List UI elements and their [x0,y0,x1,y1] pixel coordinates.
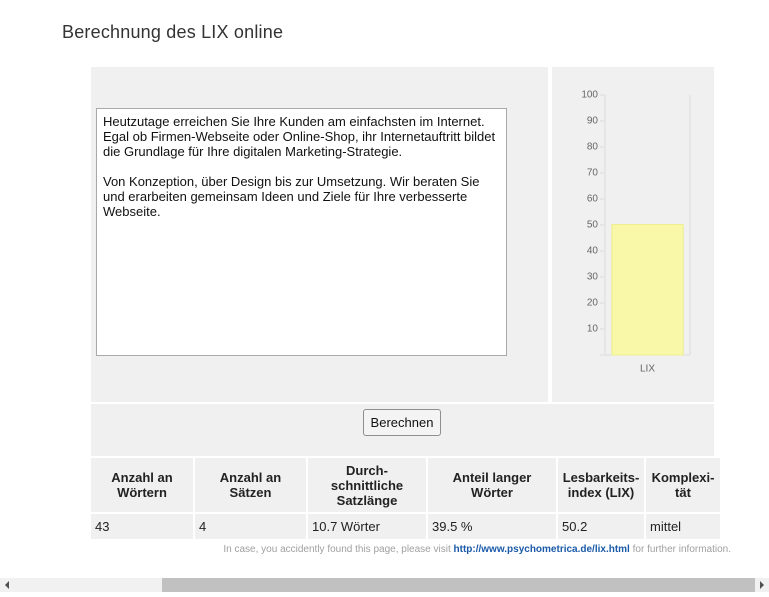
table-cell: mittel [646,514,720,539]
footer-text: for further information. [632,544,731,555]
scrollbar-thumb[interactable] [162,578,755,592]
x-tick-label: LIX [640,364,655,375]
footer: In case, you accidently found this page,… [0,544,731,555]
header-row: Anzahl an Wörtern Anzahl an Sätzen Durch-s… [91,458,720,512]
scroll-arrows [5,581,764,589]
y-tick-label: 10 [587,324,599,335]
text-line: die Grundlage für Ihre digitalen Marketi… [103,144,403,159]
y-tick-label: 80 [587,142,599,153]
paragraph: Von Konzeption, über Design bis zur Umse… [103,174,500,219]
paragraph: Heutzutage erreichen Sie Ihre Kunden am … [103,114,500,159]
table-cell: 4 [195,514,306,539]
column-header: Anteil langer Wörter [428,458,556,512]
y-tick-label: 40 [587,246,599,257]
column-header: Komplexi-tät [646,458,720,512]
chart-panel: 10 20 30 40 50 60 70 80 90 100 LIX [552,67,714,402]
calculate-button[interactable]: Berechnen [363,409,441,436]
y-tick-label: 70 [587,168,599,179]
table-row: 43 4 10.7 Wörter 39.5 % 50.2 mittel [91,514,720,539]
y-tick-label: 60 [587,194,599,205]
text-line: Heutzutage erreichen Sie Ihre Kunden am … [103,114,485,129]
footer-link[interactable]: http://www.psychometrica.de/lix.html [453,544,630,555]
y-tick-label: 50 [587,220,599,231]
table-cell: 50.2 [558,514,644,539]
footer-text: In case, you accidently found this page,… [223,544,451,555]
y-tick-label: 30 [587,272,599,283]
chart: 10 20 30 40 50 60 70 80 90 100 LIX [581,90,691,375]
y-tick-label: 90 [587,116,599,127]
column-header: Anzahl an Sätzen [195,458,306,512]
table-body: 43 4 10.7 Wörter 39.5 % 50.2 mittel [91,514,720,539]
bar [611,223,684,356]
column-header: Durch-schnittliche Satzlänge [308,458,426,512]
text-line: Egal ob Firmen-Webseite oder Online-Shop… [103,129,496,144]
results-table: Anzahl an Wörtern Anzahl an Sätzen Durch-s… [89,456,722,541]
table-cell: 39.5 % [428,514,556,539]
table-cell: 10.7 Wörter [308,514,426,539]
text-line: Webseite. [103,204,161,219]
text-input[interactable]: Heutzutage erreichen Sie Ihre Kunden am … [96,108,507,356]
y-tick-label: 100 [581,90,598,101]
column-header: Anzahl an Wörtern [91,458,193,512]
y-tick-label: 20 [587,298,599,309]
table-cell: 43 [91,514,193,539]
text-line: und erarbeiten gemeinsam Ideen und Ziele… [103,189,468,204]
text-line: Von Konzeption, über Design bis zur Umse… [103,174,480,189]
column-header: Lesbarkeits-index (LIX) [558,458,644,512]
page-title: Berechnung des LIX online [62,22,284,42]
